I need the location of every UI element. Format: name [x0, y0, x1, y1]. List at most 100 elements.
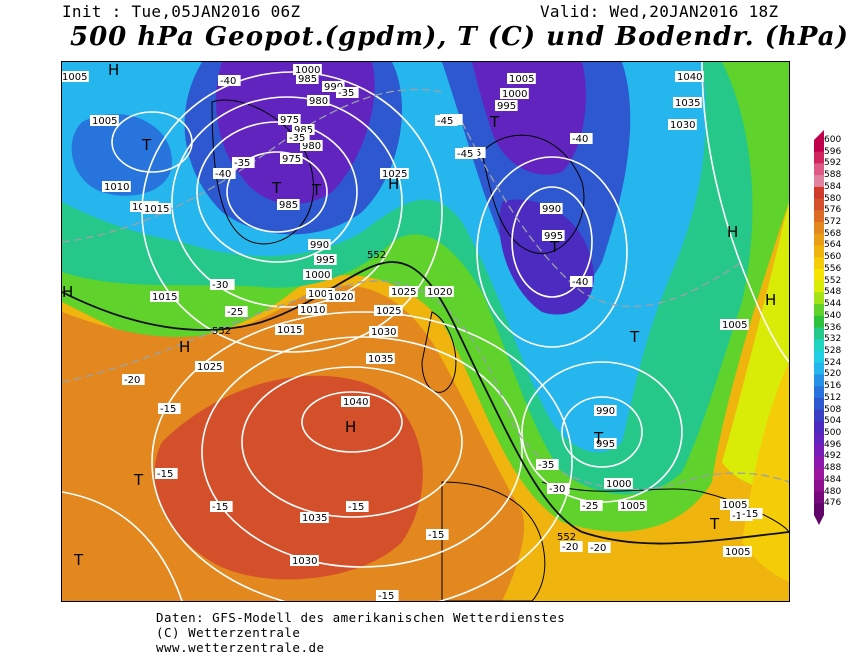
- label-box: [604, 478, 633, 489]
- label-box: [374, 305, 403, 316]
- scale-label: 512: [824, 392, 842, 403]
- map-label: -15: [742, 509, 758, 520]
- isotherm-c: [461, 121, 743, 308]
- label-box: [369, 326, 398, 337]
- label-box: [155, 468, 178, 479]
- isobar-980: [226, 151, 328, 233]
- isotherms: [62, 88, 789, 491]
- label-box: [195, 361, 224, 372]
- scale-swatch: [814, 503, 824, 516]
- map-label: 1025: [197, 362, 222, 373]
- low-pressure-marker: T: [709, 515, 720, 533]
- map-label: 995: [544, 231, 563, 242]
- scale-swatch: [814, 245, 824, 258]
- map-label: 990: [310, 240, 329, 251]
- label-box: [594, 438, 617, 449]
- map-label: 995: [596, 439, 615, 450]
- scale-swatch: [814, 468, 824, 481]
- map-label: 975: [280, 115, 299, 126]
- map-label: -40: [215, 169, 231, 180]
- scale-label: 520: [824, 369, 842, 380]
- map-label: 1015: [152, 292, 177, 303]
- isobar-1035: [241, 366, 463, 518]
- label-box: [122, 374, 145, 385]
- isobar-1025: [151, 311, 573, 601]
- isobar-995-south: [561, 396, 643, 468]
- map-label: 1035: [675, 98, 700, 109]
- map-label: 985: [294, 125, 313, 136]
- geopot-label-group: 552 552 552: [212, 250, 576, 543]
- valid-time-label: Valid: Wed,20JAN2016 18Z: [540, 2, 779, 21]
- label-box: [542, 230, 565, 241]
- label-box: [280, 153, 303, 164]
- scale-swatch: [814, 268, 824, 282]
- map-label: -30: [549, 484, 565, 495]
- map-label: -35: [538, 460, 554, 471]
- map-label: 1030: [371, 327, 396, 338]
- scale-label: 588: [824, 170, 842, 181]
- label-box: [346, 501, 369, 512]
- high-pressure-marker: H: [108, 62, 119, 79]
- scale-swatch: [814, 315, 824, 328]
- label-box: [366, 353, 395, 364]
- label-box: [292, 124, 315, 135]
- map-label: 552: [212, 326, 231, 337]
- scale-label: 596: [824, 146, 842, 157]
- scandinavia-outline: [481, 134, 585, 254]
- label-box: [560, 541, 583, 552]
- scale-swatch: [814, 362, 824, 375]
- label-box: [668, 119, 697, 130]
- label-box: [720, 319, 749, 330]
- isobar-1000: [171, 96, 403, 308]
- scale-swatch: [814, 491, 824, 504]
- isobar-1005-west: [111, 111, 193, 173]
- map-label: -15: [160, 404, 176, 415]
- label-box: [314, 254, 337, 265]
- map-label: 1005: [620, 501, 645, 512]
- isobar-1040: [301, 391, 403, 453]
- scale-swatch: [814, 432, 824, 446]
- map-label: -30: [212, 280, 228, 291]
- scale-label: 564: [824, 240, 842, 251]
- scale-swatch: [814, 257, 824, 270]
- label-box: [293, 64, 322, 75]
- label-box: [673, 97, 702, 108]
- label-box: [740, 508, 763, 519]
- map-label: 1005: [62, 72, 87, 83]
- map-label: 1005: [722, 320, 747, 331]
- map-label: 995: [497, 101, 516, 112]
- isobar-1000-east: [476, 156, 628, 348]
- label-box: [287, 132, 310, 143]
- label-box: [210, 501, 233, 512]
- label-box: [389, 286, 418, 297]
- label-box: [322, 81, 345, 92]
- footer-source: Daten: GFS-Modell des amerikanischen Wet…: [156, 610, 566, 625]
- label-box: [90, 115, 119, 126]
- scale-swatch: [814, 421, 824, 434]
- isobars: [62, 62, 789, 601]
- low-pressure-marker: T: [271, 179, 282, 197]
- label-box: [495, 100, 518, 111]
- label-box: [580, 500, 603, 511]
- isobar-1030-ne: [701, 62, 789, 363]
- scale-swatch: [814, 175, 824, 188]
- label-box: [435, 115, 458, 126]
- map-label: -35: [338, 88, 354, 99]
- label-box: [290, 555, 319, 566]
- map-label: 1025: [382, 169, 407, 180]
- label-box: [380, 168, 409, 179]
- isobar-1030: [201, 336, 523, 568]
- chart-title: 500 hPa Geopot.(gpdm), T (C) und Bodendr…: [70, 22, 849, 52]
- mediterranean-outline: [541, 481, 789, 533]
- map-label: 1010: [300, 305, 325, 316]
- high-pressure-marker: H: [727, 223, 738, 241]
- scale-swatch: [814, 444, 824, 457]
- label-box: [218, 75, 241, 86]
- scale-swatch: [814, 397, 824, 411]
- scale-label: 568: [824, 228, 842, 239]
- pressure-centre-group: H H H H H H H T T T T T T T T T T: [62, 62, 776, 569]
- label-box: [618, 500, 647, 511]
- scale-label: 536: [824, 322, 842, 333]
- high-pressure-marker: H: [62, 283, 73, 301]
- high-pressure-marker: H: [388, 175, 399, 193]
